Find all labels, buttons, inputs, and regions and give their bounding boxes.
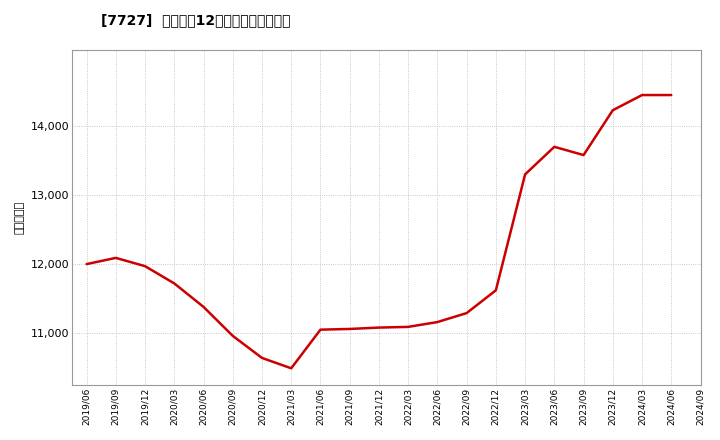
Y-axis label: （百万円）: （百万円） bbox=[15, 201, 25, 234]
Text: [7727]  売上高の12か月移動合計の推移: [7727] 売上高の12か月移動合計の推移 bbox=[101, 13, 290, 27]
